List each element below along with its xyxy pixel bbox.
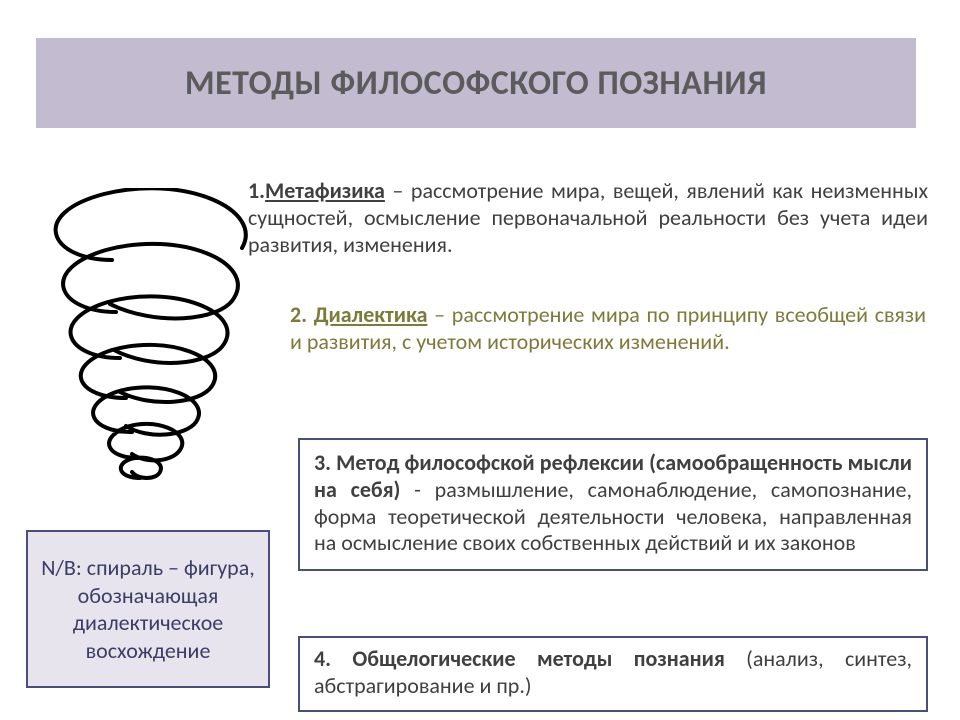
method-1-num: 1.	[248, 177, 265, 204]
method-3-text: 3. Метод философской рефлексии (самообра…	[314, 450, 912, 557]
method-1-term: Метафизика	[265, 177, 385, 204]
method-3-rest: - размышление, самонаблюдение, самопозна…	[314, 476, 912, 557]
note-box: N/B: спираль – фигура, обозначающая диал…	[26, 530, 270, 688]
page-title: МЕТОДЫ ФИЛОСОФСКОГО ПОЗНАНИЯ	[185, 63, 767, 104]
method-2-num: 2.	[290, 301, 314, 328]
spiral-icon	[20, 188, 260, 488]
method-1: 1.Метафизика – рассмотрение мира, вещей,…	[248, 178, 928, 258]
method-2: 2. Диалектика – рассмотрение мира по при…	[290, 302, 926, 356]
title-banner: МЕТОДЫ ФИЛОСОФСКОГО ПОЗНАНИЯ	[36, 38, 916, 128]
spiral-figure	[20, 188, 260, 488]
method-4-box: 4. Общелогические методы познания (анали…	[298, 636, 928, 712]
method-3-box: 3. Метод философской рефлексии (самообра…	[298, 438, 928, 571]
method-4-text: 4. Общелогические методы познания (анали…	[314, 646, 912, 700]
method-2-text: 2. Диалектика – рассмотрение мира по при…	[290, 302, 926, 356]
method-4-bold: 4. Общелогические методы познания	[314, 645, 725, 672]
method-2-term: Диалектика	[314, 301, 428, 328]
note-text: N/B: спираль – фигура, обозначающая диал…	[38, 554, 258, 664]
method-1-text: 1.Метафизика – рассмотрение мира, вещей,…	[248, 178, 928, 258]
